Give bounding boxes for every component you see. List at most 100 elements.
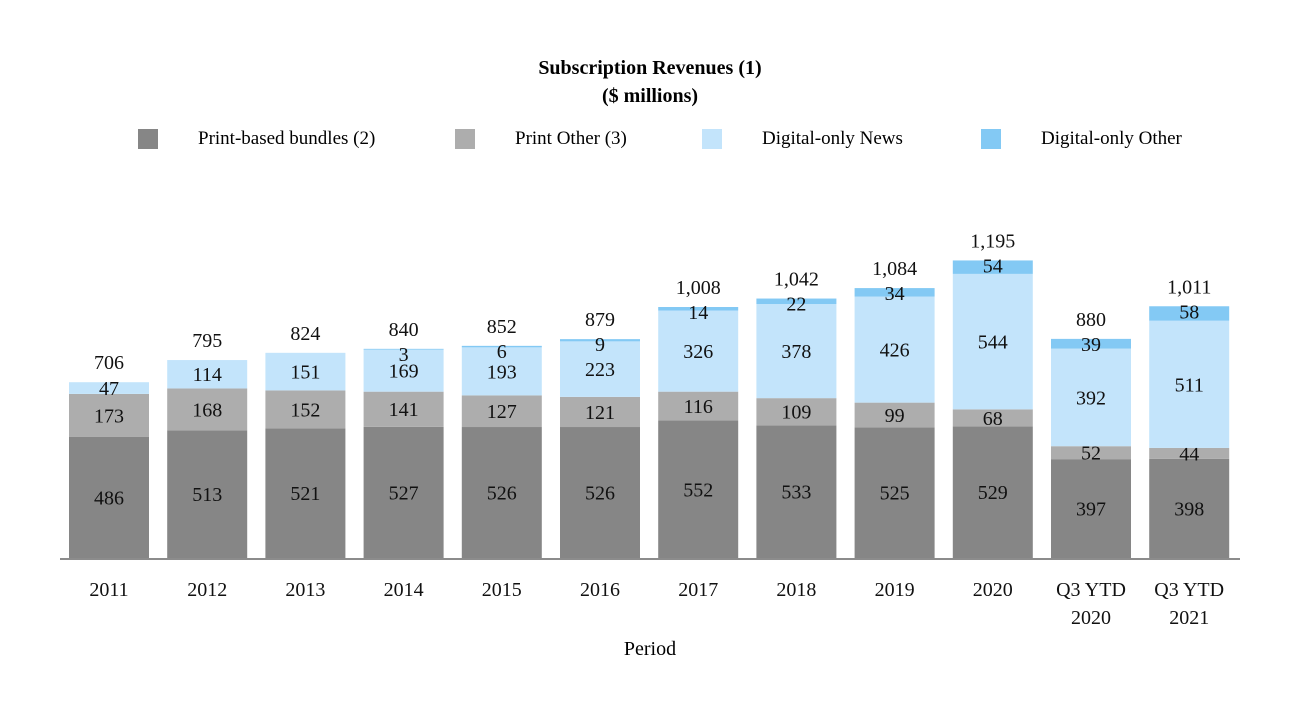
bar-segment (69, 436, 149, 558)
data-label: 378 (781, 341, 811, 363)
bar-segment (658, 307, 739, 311)
data-label: 52 (1081, 443, 1101, 465)
x-tick-label: 2020 (973, 579, 1013, 601)
bar-segment (658, 420, 739, 558)
bar-segment (363, 391, 444, 427)
legend-item-print-other: Print Other (3) (455, 126, 627, 152)
bar-segment (756, 304, 837, 399)
x-tick-label: Q3 YTD 2021 (1154, 579, 1224, 629)
data-label: 99 (885, 405, 905, 427)
x-tick-label: 2014 (384, 579, 424, 601)
bar-segment (1149, 320, 1230, 448)
data-label: 526 (487, 483, 517, 505)
chart-title: Subscription Revenues (1) (538, 57, 762, 79)
bar-segment (952, 273, 1033, 410)
data-label: 397 (1076, 499, 1106, 521)
bar-segment (265, 352, 346, 391)
data-label: 527 (389, 482, 419, 504)
bar-segment (1051, 446, 1131, 460)
data-label: 121 (585, 402, 615, 424)
data-label: 109 (781, 402, 811, 424)
legend-label: Digital-only Other (1041, 128, 1182, 149)
total-label: 879 (585, 309, 615, 331)
total-label: 795 (192, 330, 222, 352)
x-tick-label: Q3 YTD 2020 (1056, 579, 1126, 629)
bar-segment (658, 310, 739, 392)
bar-segment (265, 428, 346, 558)
x-tick-label: 2018 (776, 579, 816, 601)
bar-segment (69, 382, 149, 394)
legend-swatch (138, 129, 158, 149)
total-label: 1,011 (1167, 276, 1211, 298)
bar-segment (461, 347, 542, 396)
data-label: 223 (585, 359, 615, 381)
total-label: 1,042 (774, 269, 819, 291)
legend-label: Print Other (3) (515, 128, 627, 149)
x-tick-label: 2017 (678, 579, 718, 601)
total-label: 1,008 (676, 277, 721, 299)
data-label: 44 (1179, 443, 1199, 465)
data-label: 68 (983, 408, 1003, 430)
bar-segment (952, 409, 1033, 427)
bar-segment (756, 425, 837, 558)
data-label: 326 (683, 341, 713, 363)
total-label: 880 (1076, 309, 1106, 331)
bar-segment (952, 260, 1033, 274)
total-label: 840 (389, 319, 419, 341)
data-label: 173 (94, 405, 124, 427)
bar-segment (1051, 348, 1131, 447)
bar-segment (952, 426, 1033, 558)
bar-segment (363, 426, 444, 558)
x-axis-label: Period (623, 638, 677, 660)
data-label: 58 (1179, 301, 1199, 323)
data-label: 529 (978, 482, 1008, 504)
total-label: 1,084 (872, 258, 917, 280)
data-label: 152 (290, 399, 320, 421)
legend-item-digital-only-news: Digital-only News (702, 126, 903, 152)
data-label: 513 (192, 484, 222, 506)
bar-segment (1051, 459, 1131, 558)
data-label: 533 (781, 482, 811, 504)
bar-segment (461, 395, 542, 428)
data-label: 14 (688, 302, 708, 324)
bar-segment (167, 360, 248, 389)
total-label: 1,195 (970, 230, 1015, 252)
bar-segment (363, 348, 444, 350)
x-tick-label: 2019 (875, 579, 915, 601)
data-label: 54 (983, 255, 1003, 277)
legend-item-print-based-bundles: Print-based bundles (2) (138, 126, 375, 152)
chart-subtitle: ($ millions) (601, 85, 699, 107)
data-label: 486 (94, 487, 124, 509)
bar-segment (756, 398, 837, 426)
data-label: 151 (290, 362, 320, 384)
bar-segment (1149, 447, 1230, 459)
total-label: 824 (290, 323, 320, 345)
bar-segment (560, 396, 640, 428)
bar-segment (560, 339, 640, 342)
data-label: 141 (389, 399, 419, 421)
data-label: 392 (1076, 387, 1106, 409)
data-label: 116 (684, 396, 713, 418)
bar-segment (560, 427, 640, 558)
total-label: 852 (487, 316, 517, 338)
bar-segment (756, 298, 837, 305)
bar-segment (854, 402, 935, 428)
data-label: 22 (786, 294, 806, 316)
data-label: 114 (193, 364, 222, 386)
total-label: 706 (94, 352, 124, 374)
bar-segment (854, 296, 935, 403)
legend-label: Digital-only News (762, 128, 903, 149)
data-label: 169 (389, 361, 419, 383)
bar-segment (461, 345, 542, 348)
data-label: 525 (880, 483, 910, 505)
bar-segment (461, 427, 542, 558)
bar-segment (854, 288, 935, 297)
data-label: 39 (1081, 334, 1101, 356)
data-label: 526 (585, 483, 615, 505)
data-label: 544 (978, 332, 1008, 354)
x-tick-label: 2016 (580, 579, 620, 601)
bar-segment (560, 341, 640, 397)
legend-label: Print-based bundles (2) (198, 128, 376, 149)
legend-swatch (702, 129, 722, 149)
